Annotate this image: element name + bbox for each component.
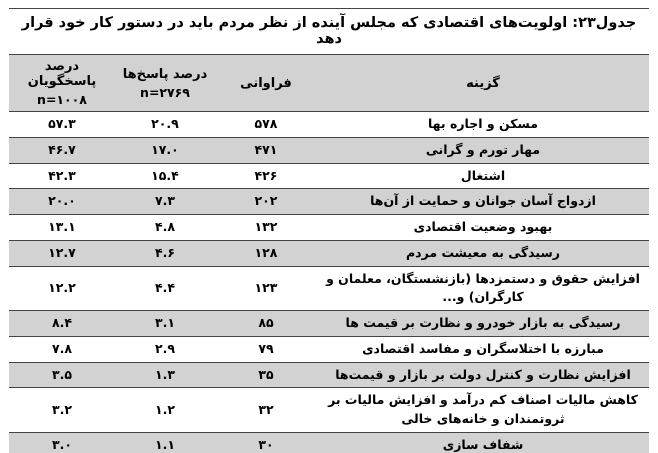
- cell-pct-respondents: ۱۲.۲: [48, 279, 76, 295]
- cell-frequency: ۵۷۸: [254, 116, 278, 131]
- cell-frequency: ۴۷۱: [254, 141, 278, 157]
- cell-option: افزایش حقوق و دستمزدها (بازنشستگان، معلم…: [326, 270, 640, 305]
- cell-pct-responses: ۳.۱: [154, 315, 175, 330]
- cell-pct-responses: ۲.۹: [154, 340, 175, 356]
- table-title: جدول۲۳: اولویت‌های اقتصادی که مجلس آینده…: [9, 8, 649, 55]
- cell-frequency: ۷۹: [258, 340, 274, 356]
- column-header-option: گزینه: [317, 54, 649, 112]
- cell-pct-responses: ۱.۳: [154, 366, 175, 382]
- cell-pct-responses: ۷.۳: [154, 193, 175, 209]
- cell-option: رسیدگی به بازار خودرو و نظارت بر قیمت ها: [345, 315, 621, 330]
- cell-pct-responses: ۱۵.۴: [151, 167, 179, 183]
- table-row: اشتغال ۴۲۶ ۱۵.۴ ۴۲.۳: [9, 163, 649, 189]
- column-header-pct-responses: درصد پاسخ‌ها n=۲۷۶۹: [115, 54, 215, 112]
- cell-pct-responses: ۱.۲: [154, 401, 175, 417]
- cell-pct-respondents: ۱۳.۱: [48, 219, 76, 234]
- table-row: شفاف سازی ۳۰ ۱.۱ ۳.۰: [9, 432, 649, 453]
- table-row: مبارزه با اختلاسگران و مفاسد اقتصادی ۷۹ …: [9, 336, 649, 362]
- cell-frequency: ۱۲۸: [254, 244, 278, 260]
- cell-pct-respondents: ۷.۸: [51, 340, 72, 356]
- cell-frequency: ۳۰: [258, 436, 274, 452]
- table-body: مسکن و اجاره بها ۵۷۸ ۲۰.۹ ۵۷.۳ مهار تورم…: [9, 111, 649, 453]
- cell-pct-respondents: ۴۶.۷: [48, 141, 76, 157]
- cell-pct-responses: ۲۰.۹: [151, 116, 179, 131]
- cell-frequency: ۱۳۲: [254, 219, 278, 234]
- table-header-row: گزینه فراوانی درصد پاسخ‌ها n=۲۷۶۹ درصد پ…: [9, 54, 649, 112]
- cell-pct-responses: ۱۷.۰: [151, 141, 179, 157]
- table-row: افزایش نظارت و کنترل دولت بر بازار و قیم…: [9, 362, 649, 388]
- table-row: کاهش مالیات اصناف کم درآمد و افزایش مالی…: [9, 387, 649, 433]
- cell-option: افزایش نظارت و کنترل دولت بر بازار و قیم…: [335, 366, 631, 382]
- column-header-pct-responses-n: n=۲۷۶۹: [140, 84, 190, 100]
- table-row: رسیدگی به معیشت مردم ۱۲۸ ۴.۶ ۱۲.۷: [9, 240, 649, 266]
- table-row: افزایش حقوق و دستمزدها (بازنشستگان، معلم…: [9, 266, 649, 311]
- cell-frequency: ۴۲۶: [254, 167, 278, 183]
- column-header-pct-respondents-n: n=۱۰۰۸: [37, 92, 87, 107]
- column-header-frequency-label: فراوانی: [240, 75, 292, 91]
- cell-pct-respondents: ۳.۵: [51, 366, 72, 382]
- column-header-pct-respondents: درصد پاسخگویان n=۱۰۰۸: [9, 54, 115, 112]
- column-header-pct-responses-label: درصد پاسخ‌ها: [122, 66, 208, 82]
- cell-pct-respondents: ۳.۲: [51, 401, 72, 417]
- cell-frequency: ۲۰۲: [254, 193, 278, 209]
- cell-pct-responses: ۴.۶: [154, 244, 175, 260]
- table-title-row: جدول۲۳: اولویت‌های اقتصادی که مجلس آینده…: [9, 8, 649, 55]
- cell-pct-responses: ۴.۴: [154, 279, 175, 295]
- priorities-table: جدول۲۳: اولویت‌های اقتصادی که مجلس آینده…: [9, 8, 649, 453]
- cell-option: ازدواج آسان جوانان و حمایت از آن‌ها: [370, 193, 596, 209]
- cell-option: اشتغال: [460, 167, 506, 183]
- cell-option: بهبود وضعیت اقتصادی: [413, 219, 553, 234]
- cell-pct-respondents: ۲۰.۰: [48, 193, 76, 209]
- cell-option: رسیدگی به معیشت مردم: [406, 244, 560, 260]
- cell-pct-respondents: ۴۲.۳: [48, 167, 76, 183]
- cell-option: مسکن و اجاره بها: [427, 116, 538, 131]
- cell-pct-respondents: ۵۷.۳: [48, 116, 76, 131]
- cell-option: کاهش مالیات اصناف کم درآمد و افزایش مالی…: [328, 392, 638, 426]
- cell-frequency: ۳۵: [258, 366, 274, 382]
- table-row: مهار تورم و گرانی ۴۷۱ ۱۷.۰ ۴۶.۷: [9, 137, 649, 163]
- cell-pct-responses: ۱.۱: [154, 436, 175, 452]
- cell-pct-responses: ۴.۸: [154, 219, 175, 234]
- table-row: رسیدگی به بازار خودرو و نظارت بر قیمت ها…: [9, 310, 649, 337]
- cell-frequency: ۱۲۳: [254, 279, 278, 295]
- table-row: ازدواج آسان جوانان و حمایت از آن‌ها ۲۰۲ …: [9, 188, 649, 215]
- column-header-frequency: فراوانی: [215, 54, 317, 112]
- cell-option: شفاف سازی: [442, 436, 524, 452]
- cell-pct-respondents: ۳.۰: [51, 436, 72, 452]
- column-header-pct-respondents-label: درصد پاسخگویان: [27, 59, 97, 89]
- cell-frequency: ۸۵: [258, 315, 274, 330]
- cell-frequency: ۳۲: [258, 401, 274, 417]
- table-row: مسکن و اجاره بها ۵۷۸ ۲۰.۹ ۵۷.۳: [9, 111, 649, 138]
- column-header-option-label: گزینه: [466, 75, 500, 91]
- cell-pct-respondents: ۸.۴: [51, 315, 72, 330]
- cell-option: مهار تورم و گرانی: [425, 141, 541, 157]
- table-row: بهبود وضعیت اقتصادی ۱۳۲ ۴.۸ ۱۳.۱: [9, 214, 649, 241]
- cell-pct-respondents: ۱۲.۷: [48, 244, 76, 260]
- cell-option: مبارزه با اختلاسگران و مفاسد اقتصادی: [362, 340, 604, 356]
